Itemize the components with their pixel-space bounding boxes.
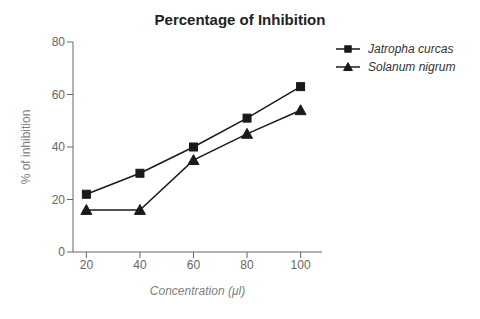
svg-text:80: 80 <box>52 35 66 49</box>
svg-text:20: 20 <box>52 193 66 207</box>
svg-text:40: 40 <box>133 258 147 272</box>
html-text:Percentage of Inhibition: Percentage of Inhibition <box>154 11 326 28</box>
svg-text:80: 80 <box>240 258 254 272</box>
svg-text:100: 100 <box>291 258 311 272</box>
html-text:Solanum nigrum: Solanum nigrum <box>368 60 456 74</box>
svg-text:60: 60 <box>187 258 201 272</box>
svg-text:60: 60 <box>52 88 66 102</box>
svg-text:40: 40 <box>52 140 66 154</box>
svg-text:0: 0 <box>58 245 65 259</box>
html-text:Jatropha curcas: Jatropha curcas <box>368 42 454 56</box>
svg-text:% of inhibition: % of inhibition <box>19 110 33 185</box>
svg-text:20: 20 <box>80 258 94 272</box>
svg-text:Concentration (μl): Concentration (μl) <box>150 284 245 298</box>
